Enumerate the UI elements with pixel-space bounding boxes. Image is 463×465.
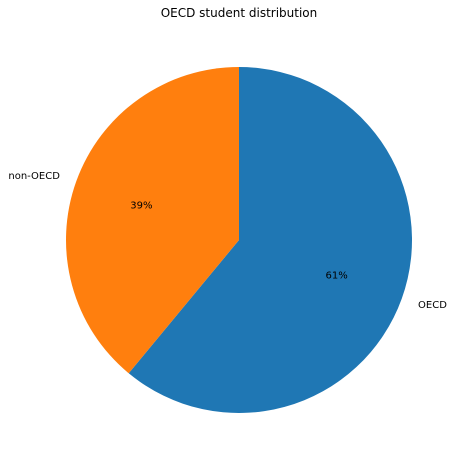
pie-slice-label: non-OECD bbox=[8, 171, 60, 182]
pie-pct-label: 39% bbox=[130, 200, 152, 211]
pie-pct-label: 61% bbox=[326, 271, 348, 282]
pie-slice-non-oecd bbox=[66, 67, 239, 374]
pie-slice-oecd bbox=[128, 67, 413, 414]
pie-slices bbox=[66, 67, 413, 414]
chart-title: OECD student distribution bbox=[161, 6, 318, 20]
pie-labels: 61% OECD 39% non-OECD bbox=[8, 171, 447, 311]
pie-slice-label: OECD bbox=[418, 300, 447, 311]
